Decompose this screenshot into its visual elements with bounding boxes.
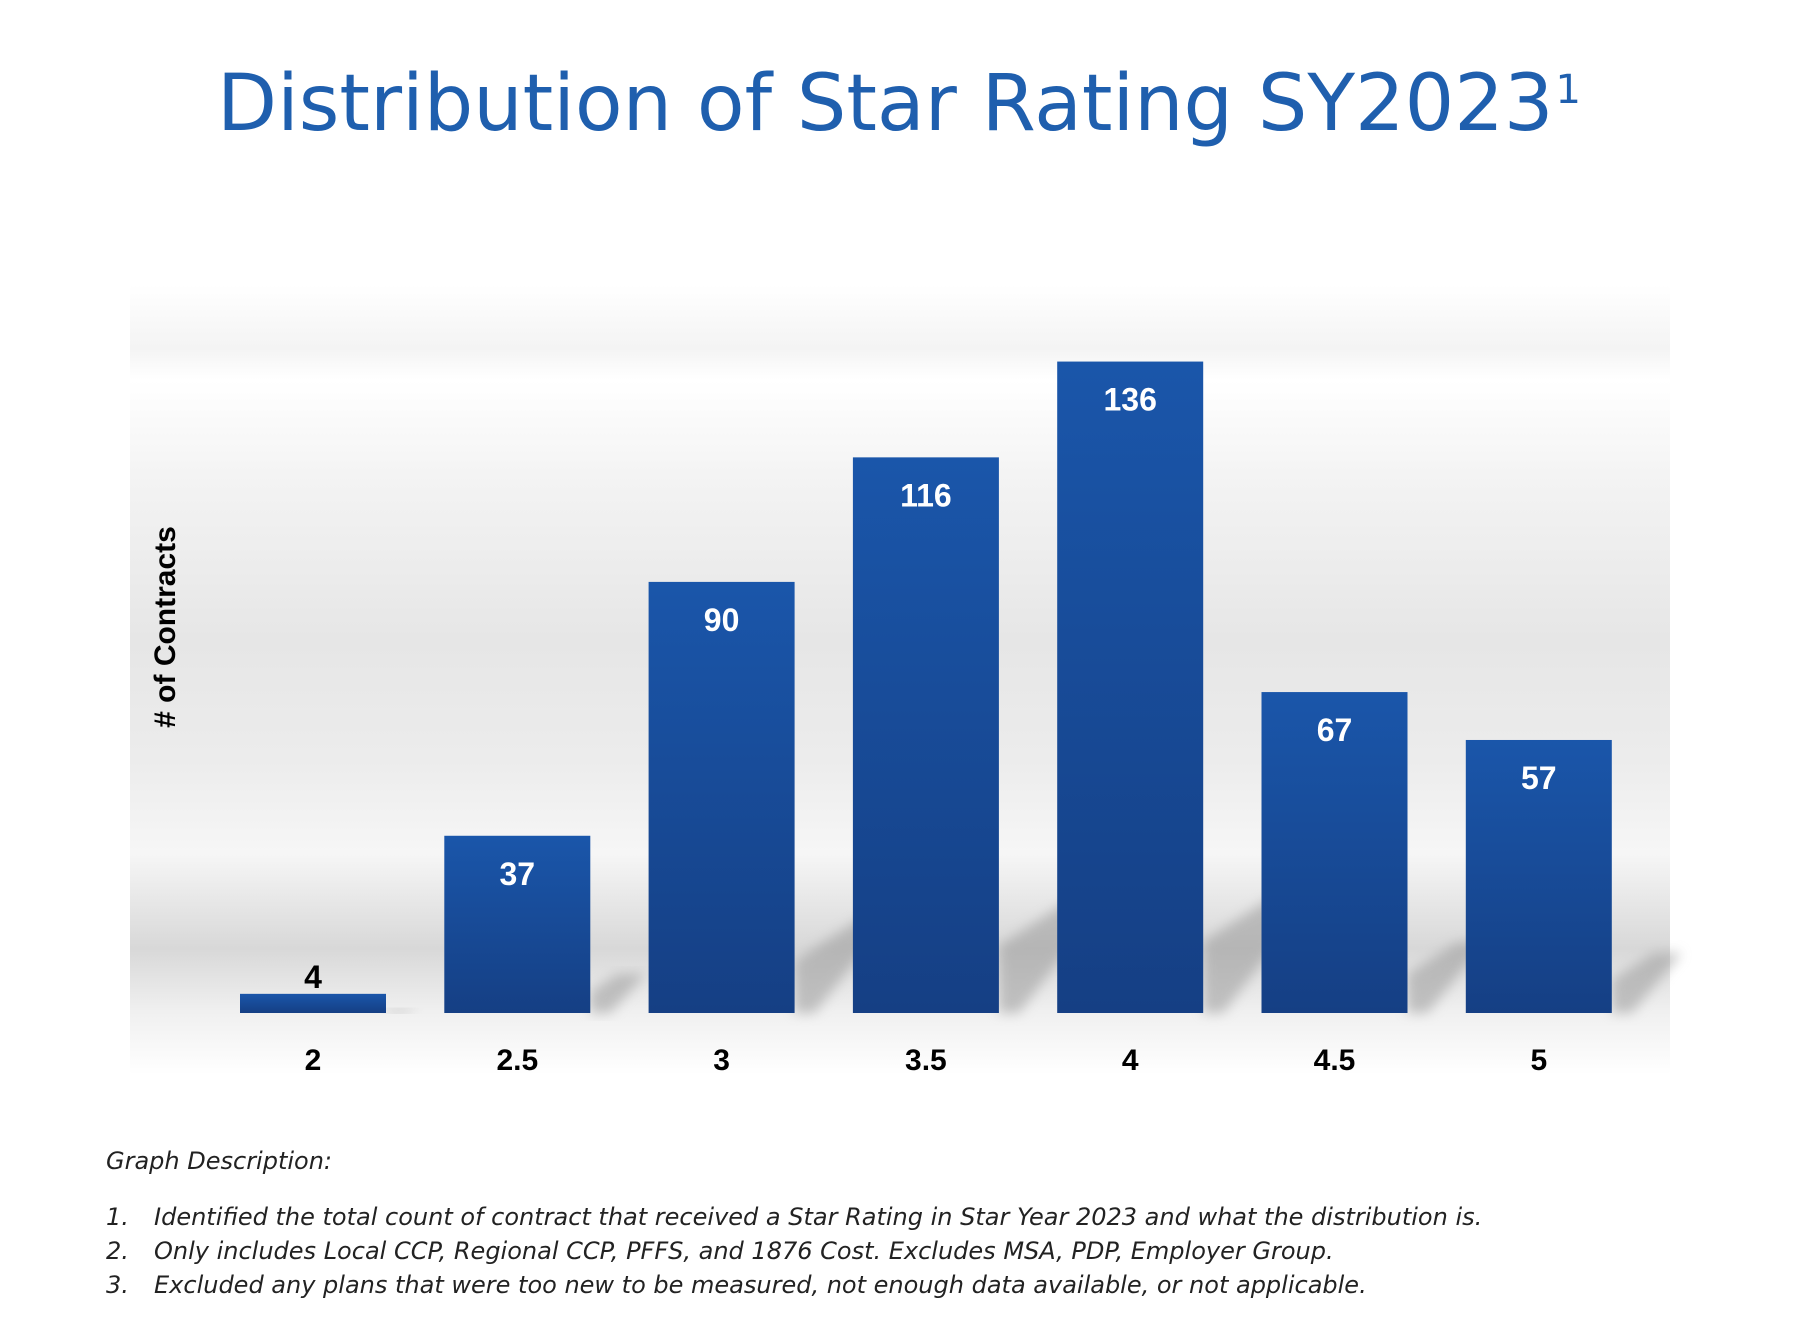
x-tick-label: 2 <box>305 1044 322 1077</box>
bar-4.5 <box>1261 692 1408 1013</box>
x-tick-label: 4 <box>1122 1044 1139 1077</box>
list-item-number: 3. <box>106 1271 129 1299</box>
list-item-number: 1. <box>106 1203 129 1231</box>
list-item: 2. Only includes Local CCP, Regional CCP… <box>106 1237 1706 1265</box>
list-item-text: Identified the total count of contract t… <box>154 1203 1483 1231</box>
data-label: 90 <box>704 602 740 638</box>
chart-title: Distribution of Star Rating SY20231 <box>0 59 1798 149</box>
list-item-text: Excluded any plans that were too new to … <box>154 1271 1367 1299</box>
data-label: 136 <box>1104 382 1157 418</box>
description-heading: Graph Description: <box>106 1147 333 1175</box>
y-axis-label: # of Contracts <box>149 526 182 728</box>
bar-5 <box>1465 739 1612 1013</box>
list-item: 3. Excluded any plans that were too new … <box>106 1271 1706 1299</box>
x-tick-label: 2.5 <box>496 1044 538 1077</box>
x-tick-label: 5 <box>1530 1044 1547 1077</box>
description-list: 1. Identified the total count of contrac… <box>106 1203 1706 1299</box>
bar-shadow <box>1407 942 1485 1013</box>
list-item-text: Only includes Local CCP, Regional CCP, P… <box>154 1237 1334 1265</box>
bar-2.5 <box>444 835 591 1013</box>
x-tick-label: 4.5 <box>1314 1044 1356 1077</box>
bar-shadow <box>590 974 646 1013</box>
chart-title-text: Distribution of Star Rating SY2023 <box>217 59 1554 149</box>
graph-description: Graph Description: 1. Identified the tot… <box>106 1147 1706 1305</box>
data-label: 4 <box>304 959 322 995</box>
x-tick-label: 3.5 <box>905 1044 947 1077</box>
bar-3.5 <box>852 457 999 1013</box>
bar-shadow <box>386 1008 417 1013</box>
list-item: 1. Identified the total count of contrac… <box>106 1203 1706 1231</box>
bars <box>240 361 1612 1013</box>
list-item-number: 2. <box>106 1237 129 1265</box>
data-label: 67 <box>1317 712 1353 748</box>
bar-shadow <box>1611 952 1682 1013</box>
data-label: 57 <box>1521 760 1557 796</box>
bar-2 <box>240 993 386 1013</box>
value-labels: 4 37 90 116 136 67 57 <box>304 382 1556 995</box>
title-footnote-marker: 1 <box>1555 67 1581 113</box>
x-tick-label: 3 <box>713 1044 730 1077</box>
x-tick-labels: 2 2.5 3 3.5 4 4.5 5 <box>305 1044 1547 1077</box>
data-label: 37 <box>500 856 536 892</box>
bar-3 <box>648 581 795 1013</box>
data-label: 116 <box>900 477 952 513</box>
bar-4 <box>1057 361 1204 1013</box>
